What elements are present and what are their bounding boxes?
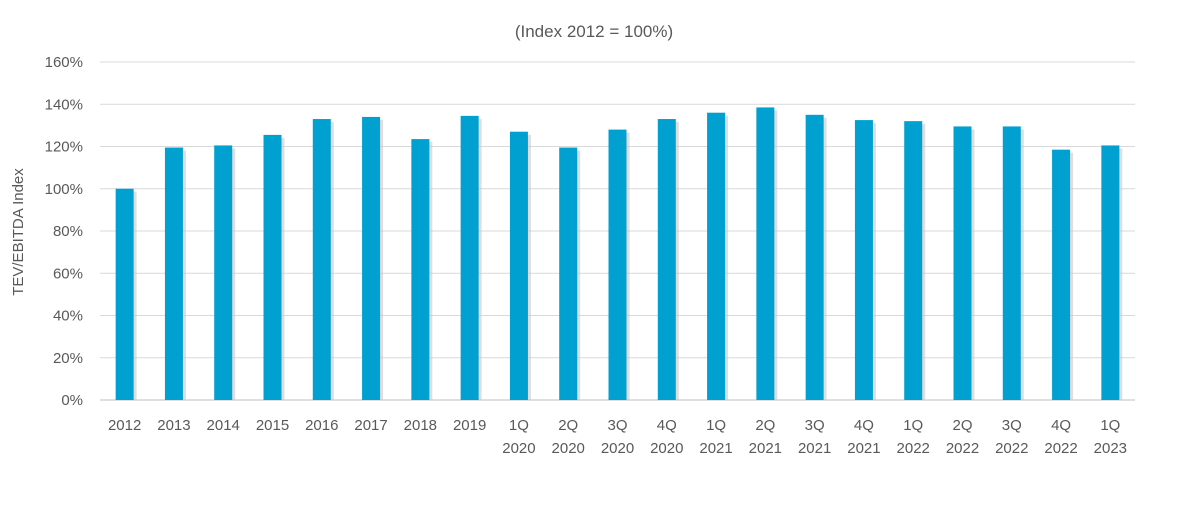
x-tick-label: 3Q	[607, 417, 627, 434]
x-tick-label: 2020	[601, 440, 634, 457]
bar	[805, 114, 824, 400]
x-tick-label: 2018	[404, 417, 437, 434]
x-tick-label: 2023	[1094, 440, 1127, 457]
x-tick-label: 2016	[305, 417, 338, 434]
y-tick-label: 140%	[45, 96, 83, 113]
x-tick-label: 1Q	[706, 417, 726, 434]
x-tick-label: 2020	[502, 440, 535, 457]
y-tick-label: 120%	[45, 139, 83, 156]
x-tick-label: 2013	[157, 417, 190, 434]
x-tick-label: 2017	[354, 417, 387, 434]
x-tick-label: 2022	[1044, 440, 1077, 457]
bar	[657, 119, 676, 400]
bar	[460, 115, 479, 401]
bar	[214, 145, 233, 400]
x-tick-label: 2022	[995, 440, 1028, 457]
x-tick-label: 2021	[798, 440, 831, 457]
x-tick-label: 2012	[108, 417, 141, 434]
y-tick-label: 60%	[53, 265, 83, 282]
x-tick-label: 2022	[897, 440, 930, 457]
x-tick-label: 2019	[453, 417, 486, 434]
bar	[1052, 149, 1071, 400]
chart-title: (Index 2012 = 100%)	[515, 22, 673, 41]
bar	[362, 116, 381, 401]
x-tick-label: 1Q	[903, 417, 923, 434]
x-axis-ticks: 2012 2013 2014 2015 2016 2017 2018 2019 1Q 2020 2Q…	[108, 417, 1127, 457]
bars	[115, 107, 1123, 401]
bar	[164, 147, 183, 400]
bar	[312, 119, 331, 400]
x-tick-label: 4Q	[854, 417, 874, 434]
bar	[707, 112, 726, 400]
bar	[559, 147, 578, 400]
x-tick-label: 2014	[207, 417, 240, 434]
x-tick-label: 4Q	[657, 417, 677, 434]
bar	[1101, 145, 1120, 400]
x-tick-label: 2015	[256, 417, 289, 434]
y-axis-label: TEV/EBITDA Index	[10, 168, 27, 296]
bar	[509, 131, 528, 400]
x-tick-label: 3Q	[805, 417, 825, 434]
bar	[1002, 126, 1021, 401]
bar	[411, 139, 430, 400]
y-tick-label: 160%	[45, 54, 83, 71]
x-tick-label: 2022	[946, 440, 979, 457]
x-tick-label: 1Q	[509, 417, 529, 434]
bar	[904, 121, 923, 401]
x-tick-label: 2Q	[952, 417, 972, 434]
x-tick-label: 4Q	[1051, 417, 1071, 434]
x-tick-label: 1Q	[1100, 417, 1120, 434]
y-axis-ticks: 0% 20% 40% 60% 80% 100% 120% 140% 160%	[45, 54, 83, 409]
y-tick-label: 100%	[45, 181, 83, 198]
x-tick-label: 3Q	[1002, 417, 1022, 434]
bar	[115, 188, 134, 400]
y-tick-label: 80%	[53, 223, 83, 240]
x-tick-label: 2021	[749, 440, 782, 457]
y-tick-label: 20%	[53, 350, 83, 367]
x-tick-label: 2Q	[558, 417, 578, 434]
x-tick-label: 2021	[699, 440, 732, 457]
y-tick-label: 0%	[61, 392, 83, 409]
x-tick-label: 2020	[552, 440, 585, 457]
y-tick-label: 40%	[53, 308, 83, 325]
x-tick-label: 2021	[847, 440, 880, 457]
bar	[756, 107, 775, 400]
bar	[953, 126, 972, 401]
bar	[263, 134, 282, 400]
bar	[854, 120, 873, 400]
bar	[608, 129, 627, 400]
x-tick-label: 2020	[650, 440, 683, 457]
x-tick-label: 2Q	[755, 417, 775, 434]
